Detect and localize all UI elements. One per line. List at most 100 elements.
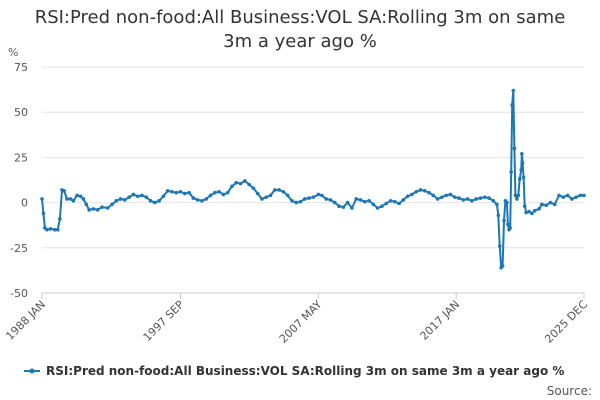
data-point[interactable]: [272, 188, 277, 192]
data-point[interactable]: [519, 168, 523, 172]
data-point[interactable]: [524, 210, 528, 215]
data-point[interactable]: [578, 193, 583, 198]
data-point[interactable]: [260, 197, 264, 201]
data-point[interactable]: [515, 197, 519, 201]
data-point[interactable]: [530, 211, 534, 216]
data-point[interactable]: [452, 195, 457, 199]
data-point[interactable]: [345, 200, 350, 205]
data-point[interactable]: [337, 204, 341, 209]
data-point[interactable]: [552, 202, 557, 207]
data-point[interactable]: [502, 218, 506, 223]
data-point[interactable]: [251, 186, 256, 190]
data-point[interactable]: [285, 193, 290, 198]
data-point[interactable]: [478, 196, 483, 200]
data-point[interactable]: [75, 193, 79, 198]
data-point[interactable]: [574, 195, 578, 199]
data-point[interactable]: [405, 194, 410, 199]
data-point[interactable]: [371, 202, 376, 207]
data-point[interactable]: [208, 193, 213, 198]
data-point[interactable]: [157, 198, 161, 203]
data-point[interactable]: [474, 197, 478, 201]
data-point[interactable]: [544, 203, 548, 208]
data-point[interactable]: [427, 190, 431, 195]
data-point[interactable]: [380, 204, 384, 209]
data-point[interactable]: [557, 193, 561, 198]
data-point[interactable]: [440, 195, 444, 199]
data-point[interactable]: [506, 222, 510, 227]
data-point[interactable]: [512, 146, 517, 151]
data-point[interactable]: [527, 209, 531, 214]
data-point[interactable]: [65, 197, 69, 201]
data-point[interactable]: [410, 192, 414, 197]
data-point[interactable]: [510, 103, 514, 107]
data-point[interactable]: [148, 198, 153, 203]
data-point[interactable]: [174, 190, 179, 195]
data-point[interactable]: [230, 184, 234, 189]
data-point[interactable]: [401, 198, 406, 202]
data-point[interactable]: [517, 177, 522, 181]
data-point[interactable]: [123, 198, 127, 202]
data-point[interactable]: [511, 88, 516, 93]
data-point[interactable]: [422, 189, 427, 193]
data-point[interactable]: [509, 170, 513, 174]
data-point[interactable]: [521, 175, 526, 180]
legend-label[interactable]: RSI:Pred non-food:All Business:VOL SA:Ro…: [46, 364, 564, 378]
data-point[interactable]: [110, 202, 114, 207]
data-point[interactable]: [277, 188, 281, 192]
data-point[interactable]: [191, 196, 196, 200]
data-point[interactable]: [78, 194, 83, 199]
data-point[interactable]: [532, 208, 537, 213]
data-point[interactable]: [491, 198, 496, 203]
data-point[interactable]: [582, 193, 586, 198]
data-point[interactable]: [561, 195, 566, 199]
data-point[interactable]: [290, 198, 294, 203]
data-point[interactable]: [153, 200, 157, 205]
data-point[interactable]: [448, 192, 453, 197]
data-point[interactable]: [48, 227, 53, 231]
data-point[interactable]: [487, 196, 491, 200]
data-point[interactable]: [470, 198, 474, 203]
data-point[interactable]: [243, 179, 247, 183]
data-point[interactable]: [187, 190, 191, 195]
data-point[interactable]: [367, 198, 371, 203]
data-point[interactable]: [332, 200, 337, 205]
data-point[interactable]: [435, 197, 440, 201]
data-point[interactable]: [140, 193, 144, 198]
legend[interactable]: RSI:Pred non-food:All Business:VOL SA:Ro…: [24, 364, 564, 378]
data-point[interactable]: [238, 181, 243, 186]
data-point[interactable]: [316, 192, 321, 197]
data-point[interactable]: [497, 244, 502, 248]
data-point[interactable]: [95, 208, 100, 212]
data-point[interactable]: [178, 189, 183, 194]
data-point[interactable]: [570, 197, 574, 201]
data-point[interactable]: [144, 195, 149, 199]
data-point[interactable]: [465, 197, 470, 201]
data-point[interactable]: [161, 194, 166, 199]
data-point[interactable]: [84, 202, 89, 207]
data-point[interactable]: [431, 193, 436, 198]
data-point[interactable]: [324, 197, 329, 201]
data-point[interactable]: [55, 227, 60, 232]
data-point[interactable]: [118, 197, 123, 201]
data-point[interactable]: [307, 196, 311, 200]
data-point[interactable]: [520, 151, 524, 156]
data-point[interactable]: [350, 206, 354, 210]
data-point[interactable]: [135, 194, 140, 199]
data-point[interactable]: [392, 199, 397, 204]
data-point[interactable]: [41, 211, 46, 216]
data-point[interactable]: [444, 193, 448, 198]
data-point[interactable]: [81, 197, 86, 201]
data-point[interactable]: [302, 197, 307, 201]
data-point[interactable]: [264, 195, 269, 199]
data-point[interactable]: [565, 193, 570, 198]
data-point[interactable]: [328, 198, 333, 202]
data-point[interactable]: [418, 188, 423, 192]
data-point[interactable]: [40, 197, 44, 201]
data-point[interactable]: [268, 193, 273, 198]
data-point[interactable]: [362, 199, 367, 204]
data-point[interactable]: [217, 189, 221, 194]
data-point[interactable]: [127, 195, 131, 199]
data-point[interactable]: [165, 189, 170, 193]
data-point[interactable]: [100, 205, 104, 209]
data-point[interactable]: [87, 208, 91, 212]
